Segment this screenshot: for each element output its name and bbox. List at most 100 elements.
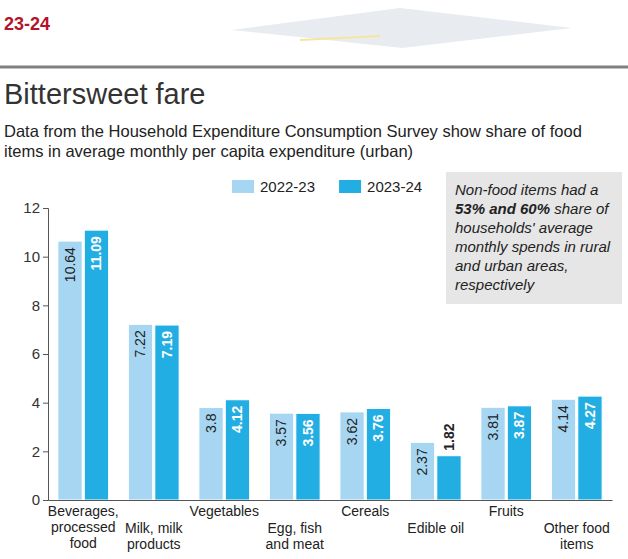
data-label: 11.09 <box>88 236 104 270</box>
tick-label: Beverages,processedfood <box>48 503 119 551</box>
tick-mark <box>43 257 48 258</box>
data-label: 7.19 <box>159 331 175 358</box>
annotation-line: 53% and 60% share of <box>455 200 610 217</box>
data-label: 3.76 <box>370 414 386 441</box>
annotation-part: monthly spends in rural <box>455 238 611 255</box>
title: Bittersweet fare <box>4 78 205 110</box>
watermark <box>232 8 572 48</box>
x-axis: Beverages,processedfoodMilk, milkproduct… <box>48 500 613 552</box>
tick-label: Fruits <box>489 503 524 519</box>
annotation-line: monthly spends in rural <box>455 238 611 255</box>
data-label: 3.87 <box>511 412 527 439</box>
annotation-part: households' average <box>455 219 593 236</box>
x-tick: Other fooditems <box>544 500 610 552</box>
tick-label: 6 <box>32 345 40 362</box>
rule <box>0 66 628 69</box>
tick-label: Vegetables <box>190 503 259 519</box>
chart: 23-24 Bittersweet fare Data from the House… <box>0 0 628 559</box>
y-tick: 2 <box>32 443 48 460</box>
bar <box>128 324 152 500</box>
tick-mark <box>43 354 48 355</box>
axis-line <box>43 209 49 501</box>
bar <box>507 406 531 500</box>
legend-label: 2023-24 <box>367 178 422 195</box>
bar <box>269 413 293 500</box>
tick-label: Edible oil <box>407 520 464 536</box>
bars <box>58 230 602 500</box>
annotation-part: and urban areas, <box>455 257 568 274</box>
annotation-line: and urban areas, <box>455 257 568 274</box>
bar <box>296 413 320 500</box>
x-tick: Egg, fishand meat <box>266 500 324 552</box>
y-tick: 6 <box>32 345 48 362</box>
header: 23-24 <box>4 14 50 34</box>
bar <box>199 408 223 500</box>
annotation-part: share of <box>550 200 610 217</box>
bar <box>551 399 575 500</box>
bar <box>366 409 390 500</box>
bar <box>437 456 461 500</box>
legend-swatch <box>232 180 254 193</box>
legend-swatch <box>339 180 361 193</box>
x-tick: Cereals <box>341 500 389 519</box>
watermark-line <box>300 36 380 40</box>
tick-label: Milk, milkproducts <box>125 520 184 552</box>
y-tick: 10 <box>23 248 48 265</box>
data-labels: 10.64 7.22 3.8 3.57 3.62 2.37 3.81 4.14 11.09 7.1… <box>62 236 598 476</box>
y-tick: 8 <box>32 297 48 314</box>
annotation-line: Non-food items had a <box>455 181 598 198</box>
tick-label: Cereals <box>341 503 389 519</box>
data-label: 4.27 <box>582 402 598 429</box>
annotation-part: respectively <box>455 276 536 293</box>
x-tick: Fruits <box>489 500 524 519</box>
annotation-part: 53% and 60% <box>455 200 550 217</box>
y-tick: 0 <box>32 491 48 508</box>
bar <box>84 230 108 500</box>
data-label: 7.22 <box>132 330 148 357</box>
bar <box>225 400 249 500</box>
bar <box>58 241 82 500</box>
tick-mark <box>43 208 48 209</box>
data-label: 10.64 <box>62 247 78 282</box>
y-tick: 4 <box>32 394 48 411</box>
x-tick: Vegetables <box>190 500 259 519</box>
annotation-line: respectively <box>455 276 536 293</box>
data-label: 4.12 <box>229 406 245 433</box>
annotation-box <box>446 172 622 304</box>
data-label: 1.82 <box>441 423 457 450</box>
tick-label: 0 <box>32 491 40 508</box>
bar <box>410 442 434 500</box>
data-label: 3.81 <box>485 413 501 440</box>
tick-mark <box>43 403 48 404</box>
data-label: 4.14 <box>555 405 571 432</box>
x-tick: Beverages,processedfood <box>48 500 119 551</box>
tick-label: Egg, fishand meat <box>266 520 324 552</box>
annotation-part: Non-food items had a <box>455 181 598 198</box>
subtitle: Data from the Household Expenditure Cons… <box>4 122 582 160</box>
annotation-line: households' average <box>455 219 593 236</box>
axis-line <box>49 500 613 501</box>
data-label: 3.57 <box>273 419 289 446</box>
bar <box>578 396 602 500</box>
tick-label: 2 <box>32 443 40 460</box>
legend-label: 2022-23 <box>260 178 315 195</box>
y-axis: 0 2 4 6 8 10 12 <box>23 199 48 508</box>
data-label: 3.62 <box>344 418 360 445</box>
y-tick: 12 <box>23 199 48 216</box>
tick-label: 12 <box>23 199 40 216</box>
tick-label: 4 <box>32 394 40 411</box>
tick-label: Other fooditems <box>544 520 610 552</box>
bar <box>481 407 505 500</box>
bar <box>340 412 364 500</box>
tick-label: 10 <box>23 248 40 265</box>
data-label: 3.8 <box>203 413 219 433</box>
tick-mark <box>43 451 48 452</box>
data-label: 2.37 <box>414 448 430 475</box>
tick-mark <box>43 305 48 306</box>
tick-mark <box>43 500 48 501</box>
bar <box>155 325 179 500</box>
x-tick: Milk, milkproducts <box>125 500 184 552</box>
tick-label: 8 <box>32 297 40 314</box>
data-label: 3.56 <box>300 419 316 446</box>
x-tick: Edible oil <box>407 500 464 536</box>
